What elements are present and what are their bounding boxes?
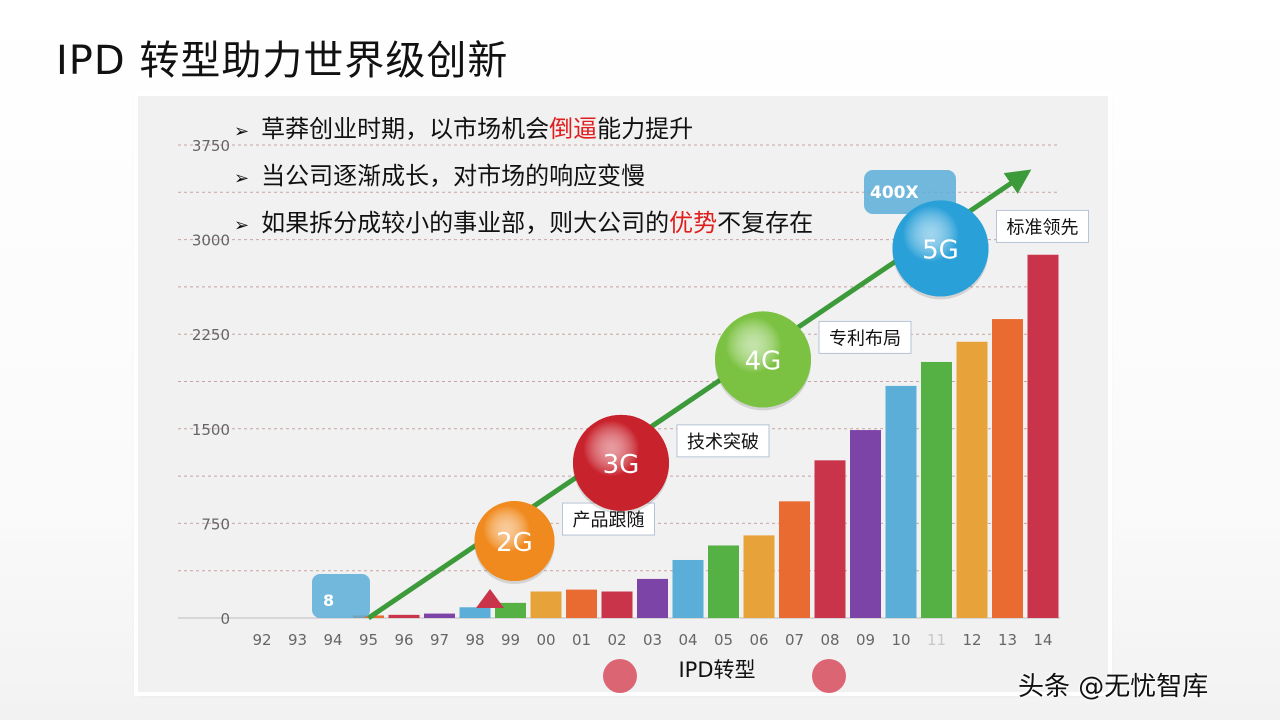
start-badge (312, 574, 370, 618)
x-tick-label: 08 (820, 631, 839, 649)
x-tick-label: 00 (536, 631, 555, 649)
x-tick-label: 93 (288, 631, 307, 649)
bar-01 (566, 589, 597, 618)
bar-14 (1027, 254, 1059, 618)
x-tick-label: 99 (501, 631, 520, 649)
bullet-list: ➢ 草莽创业时期，以市场机会倒逼能力提升 ➢ 当公司逐渐成长，对市场的响应变慢 ➢ 如… (234, 110, 813, 251)
milestone-gloss (892, 200, 989, 297)
bar-02 (601, 591, 633, 618)
x-axis-label: IPD转型 (678, 658, 755, 682)
x-tick-label: 05 (714, 631, 733, 649)
y-tick-label: 3750 (192, 137, 230, 155)
bullet-highlight: 优势 (669, 209, 718, 237)
x-tick-label: 95 (359, 631, 378, 649)
bar-10 (885, 385, 917, 618)
x-tick-label: 03 (643, 631, 662, 649)
bar-96 (388, 614, 420, 618)
milestone-gloss (573, 414, 669, 511)
milestone-note: 专利布局 (829, 328, 901, 349)
ipd-dot-right (812, 659, 846, 693)
x-tick-label: 92 (252, 631, 271, 649)
bar-05 (708, 545, 739, 618)
x-tick-label: 09 (856, 631, 875, 649)
x-tick-label: 07 (785, 631, 804, 649)
x-tick-label: 10 (891, 631, 910, 649)
x-tick-label: 98 (465, 631, 484, 649)
bullet-arrow-icon: ➢ (234, 121, 250, 142)
x-tick-label: 96 (394, 631, 413, 649)
milestone-gloss (715, 311, 811, 408)
slide-title: IPD 转型助力世界级创新 (56, 38, 509, 84)
bullet-item: ➢ 如果拆分成较小的事业部，则大公司的优势不复存在 (234, 204, 813, 251)
bullet-text: 草莽创业时期，以市场机会 (261, 115, 550, 143)
start-badge-label: 8 (323, 591, 334, 610)
y-tick-label: 3000 (192, 232, 230, 250)
bullet-text-end: 不复存在 (717, 209, 814, 237)
bullet-text: 当公司逐渐成长，对市场的响应变慢 (261, 162, 646, 190)
bar-13 (992, 319, 1023, 618)
milestone-note-box (818, 320, 912, 354)
bar-08 (814, 460, 846, 618)
milestone-label: 2G (496, 528, 533, 558)
bullet-highlight: 倒逼 (549, 115, 598, 143)
bar-04 (672, 559, 704, 618)
x-tick-label: 11 (927, 631, 946, 649)
bar-07 (779, 501, 810, 618)
bar-11 (921, 361, 952, 618)
milestone-note-box (676, 424, 770, 458)
bar-97 (424, 613, 455, 618)
bar-12 (956, 341, 988, 618)
bar-98 (459, 607, 491, 618)
milestone-note: 技术突破 (687, 432, 759, 453)
triangle-marker (476, 589, 504, 608)
x-tick-label: 04 (678, 631, 697, 649)
end-badge-label: 400X (870, 183, 919, 203)
milestone-note: 标准领先 (1007, 217, 1079, 238)
bullet-item: ➢ 草莽创业时期，以市场机会倒逼能力提升 (234, 110, 813, 157)
x-tick-label: 94 (323, 631, 342, 649)
y-tick-label: 1500 (192, 421, 230, 439)
y-tick-label: 2250 (192, 326, 230, 344)
x-tick-label: 01 (572, 631, 591, 649)
milestone-note: 产品跟随 (573, 510, 645, 531)
bullet-arrow-icon: ➢ (234, 215, 250, 236)
y-tick-label: 0 (220, 610, 230, 628)
x-tick-label: 97 (430, 631, 449, 649)
x-tick-label: 06 (749, 631, 768, 649)
milestone-gloss (474, 501, 555, 582)
x-tick-label: 14 (1033, 631, 1052, 649)
bullet-arrow-icon: ➢ (234, 168, 250, 189)
ipd-dot-left (603, 659, 637, 693)
milestone-label: 3G (603, 450, 640, 480)
watermark: 头条 @无忧智库 (1018, 672, 1209, 702)
y-tick-label: 750 (201, 515, 230, 533)
milestone-label: 4G (745, 346, 782, 376)
x-tick-label: 02 (607, 631, 626, 649)
bar-00 (530, 591, 562, 618)
bar-09 (850, 430, 881, 618)
bar-06 (743, 535, 775, 618)
milestone-label: 5G (922, 235, 959, 265)
bullet-item: ➢ 当公司逐渐成长，对市场的响应变慢 (234, 157, 813, 204)
bullet-text: 如果拆分成较小的事业部，则大公司的 (261, 209, 670, 237)
x-tick-label: 12 (962, 631, 981, 649)
x-tick-label: 13 (998, 631, 1017, 649)
bar-03 (637, 578, 668, 618)
bullet-text-end: 能力提升 (597, 115, 694, 143)
milestone-note-box (996, 209, 1089, 243)
